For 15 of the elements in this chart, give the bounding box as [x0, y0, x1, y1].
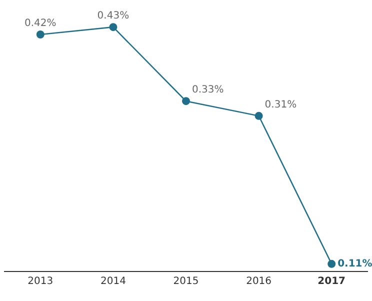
point [254, 112, 263, 120]
data-label: 0.11% [338, 258, 372, 270]
point [36, 30, 44, 38]
point [182, 97, 190, 106]
point [109, 23, 118, 32]
data-label: 0.43% [97, 10, 130, 22]
x-tick-label: 2013 [28, 276, 54, 287]
data-label: 0.42% [24, 18, 56, 29]
data-label: 0.33% [192, 84, 224, 96]
x-tick-label: 2014 [100, 276, 126, 287]
point [328, 260, 336, 268]
x-tick-label: 2016 [246, 276, 272, 287]
x-tick-label: 2017 [318, 276, 346, 287]
data-label: 0.31% [264, 99, 297, 110]
x-tick-label: 2015 [173, 276, 199, 287]
